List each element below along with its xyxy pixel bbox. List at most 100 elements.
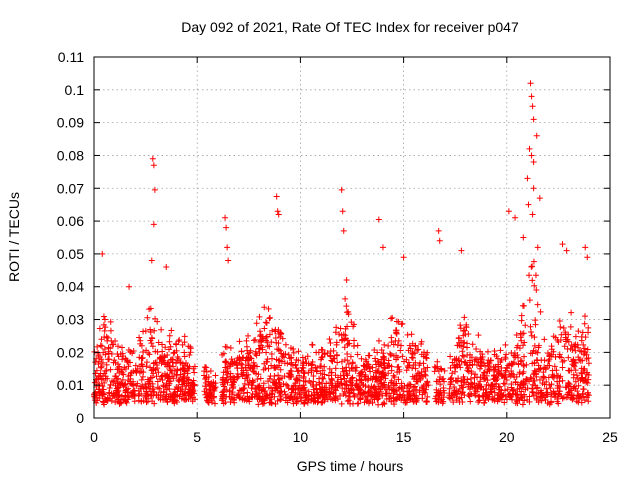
data-point: [528, 93, 535, 100]
data-point: [350, 323, 357, 330]
data-point: [527, 323, 534, 330]
data-point: [372, 355, 379, 362]
data-point: [143, 347, 150, 354]
data-point: [123, 399, 130, 406]
data-point: [334, 359, 341, 366]
data-point: [95, 360, 102, 367]
data-point: [341, 344, 348, 351]
data-point: [387, 379, 394, 386]
data-point: [126, 283, 133, 290]
data-point: [581, 313, 588, 320]
data-point: [296, 391, 303, 398]
data-point: [162, 344, 169, 351]
data-point: [453, 397, 460, 404]
data-point: [575, 344, 582, 351]
data-point: [315, 398, 322, 405]
data-point: [416, 389, 423, 396]
y-tick-label: 0: [76, 410, 84, 426]
data-point: [366, 387, 373, 394]
data-point: [263, 319, 270, 326]
data-point: [154, 384, 161, 391]
data-point: [309, 359, 316, 366]
data-point: [460, 353, 467, 360]
data-point: [463, 321, 470, 328]
data-point: [441, 367, 448, 374]
data-point: [116, 391, 123, 398]
data-point: [520, 361, 527, 368]
data-point: [585, 329, 592, 336]
data-point: [207, 367, 214, 374]
data-point: [166, 378, 173, 385]
data-point: [295, 357, 302, 364]
data-point: [512, 214, 519, 221]
data-point: [528, 328, 535, 335]
data-point: [95, 380, 102, 387]
data-point: [257, 375, 264, 382]
data-point: [295, 348, 302, 355]
data-point: [387, 315, 394, 322]
data-point: [112, 338, 119, 345]
data-point: [378, 370, 385, 377]
data-point: [536, 366, 543, 373]
data-point: [288, 389, 295, 396]
data-point: [423, 355, 430, 362]
data-point: [174, 354, 181, 361]
chart-title: Day 092 of 2021, Rate Of TEC Index for r…: [181, 19, 519, 35]
data-point: [272, 401, 279, 408]
data-point: [275, 372, 282, 379]
data-point: [541, 364, 548, 371]
data-point: [93, 367, 100, 374]
data-point: [420, 387, 427, 394]
data-point: [228, 382, 235, 389]
data-point: [579, 374, 586, 381]
data-point: [238, 387, 245, 394]
data-point: [324, 350, 331, 357]
data-point: [418, 369, 425, 376]
data-point: [574, 388, 581, 395]
data-point: [186, 389, 193, 396]
data-point: [104, 337, 111, 344]
data-point: [240, 354, 247, 361]
data-point: [99, 250, 106, 257]
data-point: [398, 380, 405, 387]
data-point: [93, 376, 100, 383]
data-point: [468, 368, 475, 375]
data-point: [220, 400, 227, 407]
data-point: [231, 394, 238, 401]
data-point: [268, 362, 275, 369]
data-point: [433, 386, 440, 393]
data-point: [166, 396, 173, 403]
data-point: [151, 186, 158, 193]
data-point: [356, 376, 363, 383]
data-point: [354, 400, 361, 407]
x-tick-label: 20: [499, 429, 515, 445]
data-point: [478, 356, 485, 363]
data-point: [526, 145, 533, 152]
data-point: [408, 354, 415, 361]
data-point: [401, 383, 408, 390]
data-point: [335, 380, 342, 387]
data-point: [524, 175, 531, 182]
data-point: [375, 337, 382, 344]
data-point: [278, 350, 285, 357]
data-point: [261, 304, 268, 311]
data-point: [254, 384, 261, 391]
data-point: [313, 367, 320, 374]
data-point: [149, 374, 156, 381]
axis-ticks: 0 0.01 0.02 0.03 0.04 0.05 0.06 0.07 0.08 0.09 0.1…: [57, 49, 618, 445]
data-point: [269, 327, 276, 334]
data-point: [503, 364, 510, 371]
data-point: [338, 337, 345, 344]
data-point: [526, 393, 533, 400]
data-point: [527, 374, 534, 381]
data-point: [122, 388, 129, 395]
data-point: [112, 399, 119, 406]
data-point: [424, 399, 431, 406]
data-point: [176, 376, 183, 383]
data-point: [491, 389, 498, 396]
data-point: [528, 152, 535, 159]
data-point: [181, 370, 188, 377]
data-point: [271, 393, 278, 400]
data-point: [136, 334, 143, 341]
data-point: [388, 367, 395, 374]
